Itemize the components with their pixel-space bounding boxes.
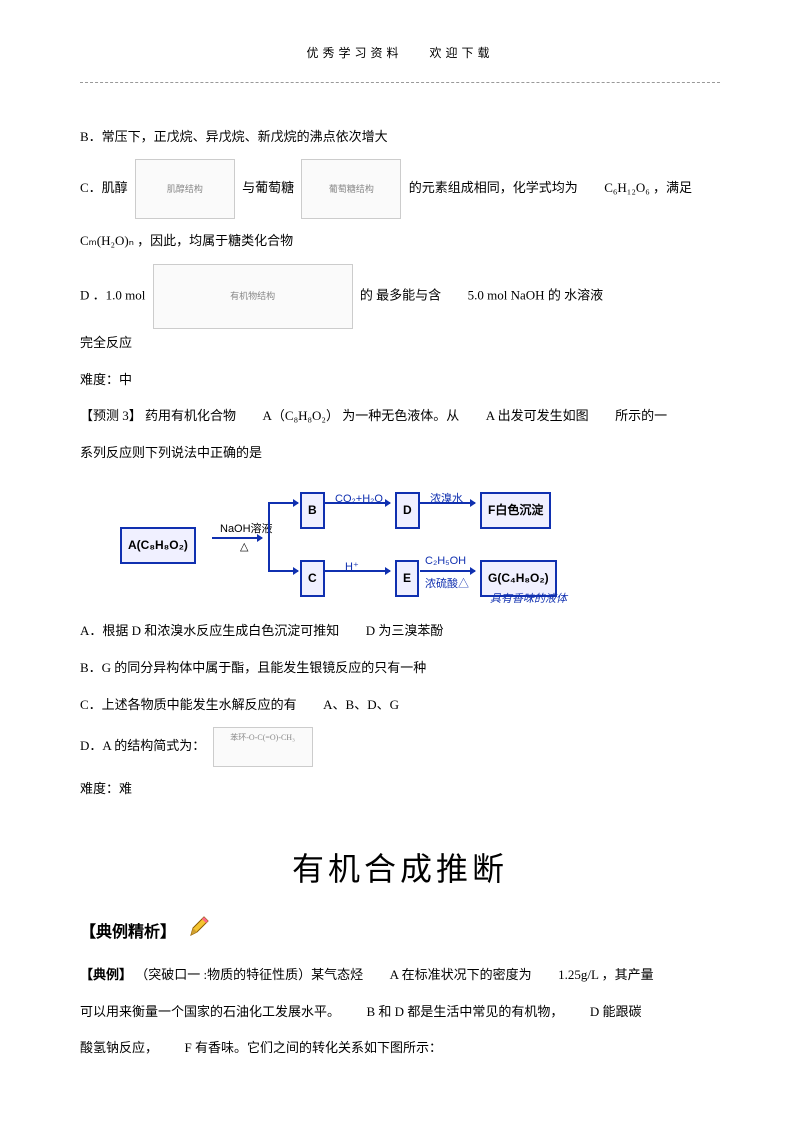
q3a-pre: A．根据 D 和浓溴水反应生成白色沉淀可推知 <box>80 623 339 638</box>
ex-l2b: 都是生活中常见的有机物， <box>407 1004 563 1019</box>
header-part1: 优秀学习资料 <box>306 46 402 60</box>
option-d: D ．1.0 mol 有机物结构 的 最多能与含 5.0 mol NaOH 的 … <box>80 264 720 358</box>
q3-text1: 药用有机化合物 <box>145 408 236 423</box>
flow-box-a: A(C₈H₈O₂) <box>120 527 196 563</box>
ex-b1: （突破口一 :物质的特征性质）某气态烃 <box>135 967 363 982</box>
section-title: 【典例精析】 <box>80 914 720 951</box>
flow-vline <box>268 502 270 572</box>
ex-l2a: 可以用来衡量一个国家的石油化工发展水平。 <box>80 1004 340 1019</box>
optd-line2: 完全反应 <box>80 335 132 350</box>
optd-mid: 的 最多能与含 <box>360 287 441 302</box>
question-3-line2: 系列反应则下列说法中正确的是 <box>80 439 720 468</box>
flow-label-hplus: H⁺ <box>345 555 359 579</box>
ex-density: 1.25g/L <box>558 967 598 982</box>
ex-l3b: 有香味。它们之间的转化关系如下图所示： <box>195 1040 442 1055</box>
header-part2: 欢迎下载 <box>430 46 494 60</box>
flow-footnote: 具有香味的液体 <box>490 587 567 611</box>
q3-option-c: C．上述各物质中能发生水解反应的有 A、B、D、G <box>80 691 720 720</box>
ex-a: A <box>390 967 399 982</box>
difficulty-medium: 难度：中 <box>80 366 720 395</box>
arrow-icon <box>268 502 298 504</box>
q3c-post: A、B、D、G <box>323 697 399 712</box>
flow-box-f: F白色沉淀 <box>480 492 551 528</box>
option-c: C．肌醇 肌醇结构 与葡萄糖 葡萄糖结构 的元素组成相同，化学式均为 C₆H₁₂… <box>80 159 720 219</box>
q3a-post: D 为三溴苯酚 <box>366 623 444 638</box>
arrow-icon <box>420 570 475 572</box>
difficulty-hard: 难度：难 <box>80 775 720 804</box>
section-title-text: 【典例精析】 <box>80 924 176 941</box>
flow-label-h2so4: 浓硫酸△ <box>425 572 469 596</box>
optc-formula2: Cₘ(H₂O)ₙ <box>80 233 134 248</box>
ex-f: F <box>185 1040 192 1055</box>
arrow-icon <box>420 502 475 504</box>
q3-text2: 为一种无色液体。从 <box>342 408 459 423</box>
example-label: 【典例】 <box>80 967 132 982</box>
q3-option-d: D．A 的结构简式为： 苯环-O-C(=O)-CH₃ <box>80 727 720 767</box>
flow-box-e: E <box>395 560 419 596</box>
q3-a2: A <box>486 408 495 423</box>
q3-text4: 所示的一 <box>615 408 667 423</box>
flow-box-c: C <box>300 560 325 596</box>
ex-b3: ，其产量 <box>602 967 654 982</box>
q3-formula-a: A（C₈H₈O₂） <box>263 408 339 423</box>
q3-text3: 出发可发生如图 <box>498 408 589 423</box>
q3-label: 【预测 3】 <box>80 408 142 423</box>
optd-prefix: D ．1.0 mol <box>80 287 145 302</box>
optc-mid: 与葡萄糖 <box>242 180 294 195</box>
example-line2: 可以用来衡量一个国家的石油化工发展水平。 B 和 D 都是生活中常见的有机物， … <box>80 998 720 1027</box>
optc-suffix2: ，满足 <box>653 180 692 195</box>
reaction-flowchart: A(C₈H₈O₂) NaOH溶液 △ B CO₂+H₂O D 浓溴水 F白色沉淀… <box>120 487 680 597</box>
compound-structure-icon: 有机物结构 <box>153 264 353 329</box>
example-line3: 酸氢钠反应， F 有香味。它们之间的转化关系如下图所示： <box>80 1034 720 1063</box>
q3-option-b: B．G 的同分异构体中属于酯，且能发生银镜反应的只有一种 <box>80 654 720 683</box>
pencil-icon <box>188 914 212 951</box>
flow-label-br: 浓溴水 <box>430 487 463 511</box>
flow-label-co2: CO₂+H₂O <box>335 487 383 511</box>
arrow-icon <box>212 537 262 539</box>
q3d-pre: D．A 的结构简式为： <box>80 738 205 753</box>
glucose-structure-icon: 葡萄糖结构 <box>301 159 401 219</box>
optd-val: 5.0 mol NaOH <box>468 287 545 302</box>
question-3: 【预测 3】 药用有机化合物 A（C₈H₈O₂） 为一种无色液体。从 A 出发可… <box>80 402 720 431</box>
optc-formula: C₆H₁₂O₆ <box>604 180 650 195</box>
optd-suffix: 的 水溶液 <box>548 287 603 302</box>
example-text: 【典例】 （突破口一 :物质的特征性质）某气态烃 A 在标准状况下的密度为 1.… <box>80 961 720 990</box>
ex-l2c: 能跟碳 <box>602 1004 641 1019</box>
flow-box-b: B <box>300 492 325 528</box>
phenyl-acetate-icon: 苯环-O-C(=O)-CH₃ <box>213 727 313 767</box>
section-big-title: 有机合成推断 <box>80 834 720 904</box>
optc-line2-text: ，因此，均属于糖类化合物 <box>137 233 293 248</box>
ex-l3a: 酸氢钠反应， <box>80 1040 158 1055</box>
ex-d: D <box>590 1004 599 1019</box>
flow-box-d: D <box>395 492 420 528</box>
q3-option-a: A．根据 D 和浓溴水反应生成白色沉淀可推知 D 为三溴苯酚 <box>80 617 720 646</box>
ex-b2: 在标准状况下的密度为 <box>402 967 532 982</box>
q3c-pre: C．上述各物质中能发生水解反应的有 <box>80 697 297 712</box>
option-b: B．常压下，正戊烷、异戊烷、新戊烷的沸点依次增大 <box>80 123 720 152</box>
arrow-icon <box>325 570 390 572</box>
optc-prefix: C．肌醇 <box>80 180 128 195</box>
page-header: 优秀学习资料 欢迎下载 <box>80 40 720 93</box>
arrow-icon <box>325 502 390 504</box>
inositol-structure-icon: 肌醇结构 <box>135 159 235 219</box>
optc-suffix1: 的元素组成相同，化学式均为 <box>409 180 578 195</box>
ex-bd: B 和 D <box>367 1004 405 1019</box>
arrow-icon <box>268 570 298 572</box>
option-c-line2: Cₘ(H₂O)ₙ ，因此，均属于糖类化合物 <box>80 227 720 256</box>
